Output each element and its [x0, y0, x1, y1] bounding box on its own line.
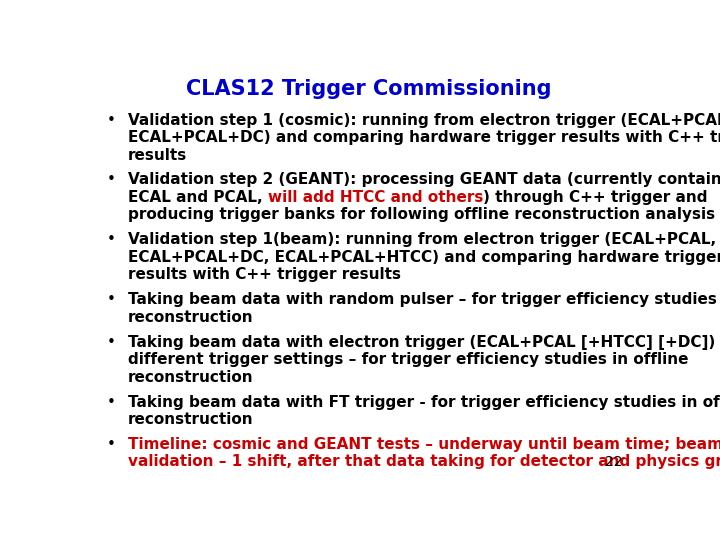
Text: •: • — [107, 335, 116, 350]
Text: •: • — [107, 113, 116, 127]
Text: Timeline: cosmic and GEANT tests – underway until beam time; beam: Timeline: cosmic and GEANT tests – under… — [128, 437, 720, 452]
Text: •: • — [107, 395, 116, 409]
Text: ) through C++ trigger and: ) through C++ trigger and — [483, 190, 708, 205]
Text: Validation step 2 (GEANT): processing GEANT data (currently contains: Validation step 2 (GEANT): processing GE… — [128, 172, 720, 187]
Text: Taking beam data with random pulser – for trigger efficiency studies in offline: Taking beam data with random pulser – fo… — [128, 292, 720, 307]
Text: ECAL+PCAL+DC) and comparing hardware trigger results with C++ trigger: ECAL+PCAL+DC) and comparing hardware tri… — [128, 130, 720, 145]
Text: •: • — [107, 232, 116, 247]
Text: will add HTCC and others: will add HTCC and others — [268, 190, 483, 205]
Text: Taking beam data with electron trigger (ECAL+PCAL [+HTCC] [+DC]) with: Taking beam data with electron trigger (… — [128, 335, 720, 350]
Text: ECAL+PCAL+DC, ECAL+PCAL+HTCC) and comparing hardware trigger: ECAL+PCAL+DC, ECAL+PCAL+HTCC) and compar… — [128, 250, 720, 265]
Text: Taking beam data with FT trigger - for trigger efficiency studies in offline: Taking beam data with FT trigger - for t… — [128, 395, 720, 409]
Text: 22: 22 — [606, 455, 623, 469]
Text: CLAS12 Trigger Commissioning: CLAS12 Trigger Commissioning — [186, 79, 552, 99]
Text: reconstruction: reconstruction — [128, 369, 253, 384]
Text: •: • — [107, 437, 116, 452]
Text: reconstruction: reconstruction — [128, 412, 253, 427]
Text: reconstruction: reconstruction — [128, 310, 253, 325]
Text: ECAL and PCAL,: ECAL and PCAL, — [128, 190, 268, 205]
Text: •: • — [107, 172, 116, 187]
Text: •: • — [107, 292, 116, 307]
Text: Validation step 1 (cosmic): running from electron trigger (ECAL+PCAL and: Validation step 1 (cosmic): running from… — [128, 113, 720, 127]
Text: producing trigger banks for following offline reconstruction analysis: producing trigger banks for following of… — [128, 207, 715, 222]
Text: results: results — [128, 147, 187, 163]
Text: different trigger settings – for trigger efficiency studies in offline: different trigger settings – for trigger… — [128, 352, 688, 367]
Text: validation – 1 shift, after that data taking for detector and physics groups: validation – 1 shift, after that data ta… — [128, 454, 720, 469]
Text: Validation step 1(beam): running from electron trigger (ECAL+PCAL,: Validation step 1(beam): running from el… — [128, 232, 716, 247]
Text: results with C++ trigger results: results with C++ trigger results — [128, 267, 401, 282]
